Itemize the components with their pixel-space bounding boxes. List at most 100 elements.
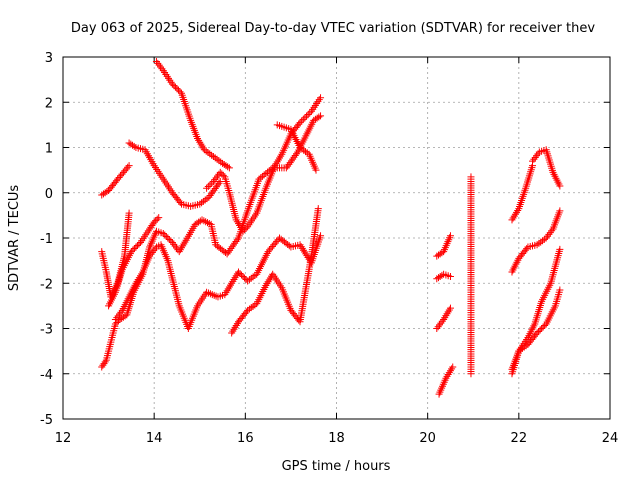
data-point-marker: [270, 241, 278, 249]
y-axis-label: SDTVAR / TECUs: [7, 185, 22, 292]
data-point-marker: [518, 344, 526, 352]
data-point-marker: [164, 234, 172, 242]
data-point-marker: [438, 317, 446, 325]
data-point-marker: [522, 342, 530, 350]
data-point-marker: [286, 159, 294, 167]
data-point-marker: [161, 231, 169, 239]
data-point-marker: [173, 85, 181, 93]
data-point-marker: [434, 323, 442, 331]
data-point-marker: [147, 250, 155, 258]
data-point-marker: [244, 306, 252, 314]
x-tick-labels: 12 14 16 18 20 22 24: [55, 431, 619, 446]
x-tick-label: 18: [328, 431, 345, 446]
data-point-marker: [118, 170, 126, 178]
data-point-marker: [530, 155, 538, 163]
data-point-marker: [304, 111, 312, 119]
data-point-marker: [539, 323, 547, 331]
data-point-marker: [130, 142, 138, 150]
data-point-marker: [284, 162, 292, 170]
y-tick-label: -2: [40, 277, 53, 292]
data-point-marker: [232, 238, 240, 246]
data-point-marker: [158, 65, 166, 73]
x-tick-label: 12: [55, 431, 72, 446]
data-point-marker: [176, 198, 184, 206]
data-point-marker: [244, 277, 252, 285]
data-point-marker: [539, 237, 547, 245]
data-point-marker: [229, 241, 237, 249]
data-point-marker: [130, 245, 138, 253]
data-point-marker: [224, 248, 232, 256]
data-point-marker: [153, 215, 161, 223]
data-point-marker: [247, 304, 255, 312]
data-point-marker: [207, 190, 215, 198]
data-point-marker: [297, 243, 305, 251]
data-point-marker: [268, 242, 276, 250]
data-point-marker: [168, 80, 176, 88]
data-point-marker: [287, 157, 295, 165]
y-tick-labels: 3 2 1 0 -1 -2 -3 -4 -5: [40, 51, 53, 428]
data-point-marker: [533, 329, 541, 337]
data-point-marker: [302, 148, 310, 156]
data-point-marker: [312, 166, 320, 174]
data-marks: [98, 58, 564, 398]
data-point-marker: [298, 117, 306, 125]
data-point-marker: [125, 209, 133, 217]
data-point-marker: [306, 109, 314, 117]
data-point-marker: [236, 269, 244, 277]
data-point-marker: [151, 245, 159, 253]
data-point-marker: [203, 219, 211, 227]
data-point-marker: [556, 286, 564, 294]
y-tick-label: -3: [40, 323, 53, 338]
data-point-marker: [249, 273, 257, 281]
data-point-marker: [534, 150, 542, 158]
data-point-marker: [152, 58, 160, 66]
data-point-marker: [167, 237, 175, 245]
data-point-marker: [301, 114, 309, 122]
data-point-marker: [467, 370, 475, 378]
data-point-marker: [289, 155, 297, 163]
data-point-marker: [210, 186, 218, 194]
data-point-marker: [214, 172, 222, 180]
data-point-marker: [315, 113, 323, 121]
data-point-marker: [209, 153, 217, 161]
data-point-marker: [124, 163, 132, 171]
data-point-marker: [170, 240, 178, 248]
data-point-marker: [302, 250, 310, 258]
data-point-marker: [436, 321, 444, 329]
data-point-marker: [157, 63, 165, 71]
data-point-marker: [202, 218, 210, 226]
data-point-marker: [150, 218, 158, 226]
data-point-marker: [290, 153, 298, 161]
y-tick-label: -1: [40, 232, 53, 247]
data-point-marker: [155, 214, 163, 222]
data-point-marker: [200, 146, 208, 154]
data-point-marker: [540, 235, 548, 243]
data-point-marker: [206, 181, 214, 189]
data-point-marker: [449, 363, 457, 371]
data-point-marker: [226, 246, 234, 254]
data-point-marker: [101, 358, 109, 366]
axis-ticks: [62, 56, 611, 420]
data-point-marker: [196, 200, 204, 208]
data-point-marker: [241, 274, 249, 282]
data-point-marker: [114, 312, 122, 320]
data-point-marker: [520, 343, 528, 351]
data-point-marker: [317, 112, 325, 120]
data-point-marker: [523, 245, 531, 253]
data-point-marker: [117, 172, 125, 180]
data-point-marker: [233, 236, 241, 244]
x-tick-label: 24: [602, 431, 619, 446]
data-point-marker: [517, 346, 525, 354]
data-point-marker: [296, 119, 304, 127]
data-point-marker: [223, 250, 231, 258]
data-point-marker: [211, 154, 219, 162]
data-point-marker: [205, 193, 213, 201]
x-tick-label: 14: [146, 431, 163, 446]
data-point-marker: [239, 272, 247, 280]
data-point-marker: [203, 184, 211, 192]
data-point-marker: [437, 319, 445, 327]
data-point-marker: [239, 227, 247, 235]
data-point-marker: [446, 232, 454, 240]
data-point-marker: [298, 244, 306, 252]
data-point-marker: [541, 321, 549, 329]
